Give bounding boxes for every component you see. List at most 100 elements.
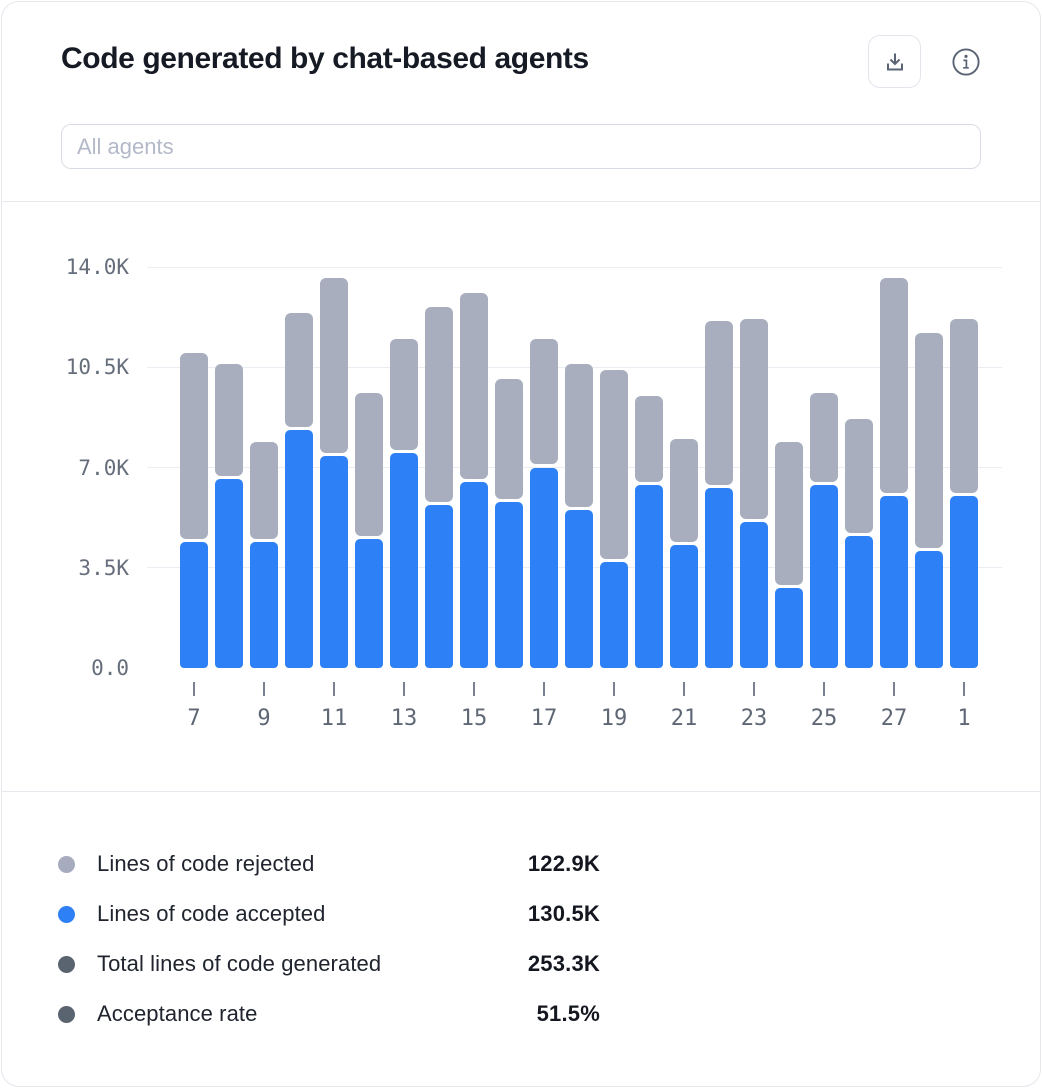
bar-rejected-day-11[interactable]	[320, 278, 348, 454]
bar-accepted-day-12[interactable]	[355, 539, 383, 668]
bar-accepted-day-25[interactable]	[810, 484, 838, 668]
bar-rejected-day-1[interactable]	[950, 318, 978, 494]
info-button[interactable]	[946, 42, 986, 82]
x-axis-tick	[683, 682, 685, 696]
bar-accepted-day-13[interactable]	[390, 453, 418, 668]
download-icon	[886, 53, 903, 70]
bar-accepted-day-22[interactable]	[705, 487, 733, 668]
x-axis-tick	[543, 682, 545, 696]
x-axis-tick-label: 21	[670, 706, 698, 731]
legend-label: Lines of code rejected	[97, 851, 315, 876]
bar-rejected-day-13[interactable]	[390, 338, 418, 451]
x-axis-tick-label: 27	[880, 706, 908, 731]
download-button[interactable]	[868, 35, 921, 88]
bar-accepted-day-24[interactable]	[775, 587, 803, 668]
x-axis-tick	[403, 682, 405, 696]
bar-rejected-day-9[interactable]	[250, 441, 278, 539]
legend-row-1[interactable]: Lines of code accepted 130.5K	[58, 897, 618, 931]
x-axis-tick	[963, 682, 965, 696]
x-axis-tick	[613, 682, 615, 696]
legend-value: 130.5K	[527, 901, 600, 926]
agents-filter-input[interactable]	[61, 124, 981, 169]
legend: Lines of code rejected 122.9K Lines of cod…	[2, 791, 1040, 1086]
bar-accepted-day-26[interactable]	[845, 536, 873, 668]
x-axis-tick	[473, 682, 475, 696]
header-divider	[2, 201, 1040, 202]
bar-accepted-day-27[interactable]	[880, 496, 908, 668]
x-axis-tick-label: 25	[810, 706, 838, 731]
x-axis-tick	[193, 682, 195, 696]
bar-rejected-day-10[interactable]	[285, 312, 313, 428]
bar-rejected-day-24[interactable]	[775, 441, 803, 585]
bar-rejected-day-14[interactable]	[425, 307, 453, 502]
x-axis-tick	[333, 682, 335, 696]
bar-rejected-day-12[interactable]	[355, 393, 383, 537]
legend-row-2[interactable]: Total lines of code generated 253.3K	[58, 947, 618, 981]
bar-rejected-day-21[interactable]	[670, 438, 698, 542]
x-axis-tick	[263, 682, 265, 696]
y-axis-tick-label: 3.5K	[78, 555, 129, 580]
bar-rejected-day-28[interactable]	[915, 332, 943, 548]
bar-accepted-day-28[interactable]	[915, 550, 943, 668]
x-axis-tick-label: 19	[600, 706, 628, 731]
chart: 14.0K 10.5K 7.0K 3.5K 0.0 7 9 11 13 15 17 19 21 23 25 2…	[2, 201, 1040, 791]
y-axis-tick-label: 14.0K	[65, 255, 129, 279]
x-axis-tick-label: 15	[460, 706, 488, 731]
bar-accepted-day-8[interactable]	[215, 478, 243, 668]
bar-accepted-day-21[interactable]	[670, 544, 698, 668]
x-axis-tick-label: 7	[187, 706, 201, 731]
y-axis-tick-label: 10.5K	[65, 355, 129, 380]
bar-rejected-day-26[interactable]	[845, 418, 873, 534]
legend-value: 253.3K	[527, 951, 600, 976]
x-axis-tick-label: 11	[320, 706, 348, 731]
bar-accepted-day-15[interactable]	[460, 481, 488, 668]
legend-row-0[interactable]: Lines of code rejected 122.9K	[58, 847, 618, 881]
y-axis-tick-label: 0.0	[91, 656, 129, 680]
x-axis-tick	[893, 682, 895, 696]
bar-accepted-day-1[interactable]	[950, 496, 978, 668]
legend-label: Total lines of code generated	[97, 951, 382, 976]
bar-accepted-day-18[interactable]	[565, 510, 593, 668]
bar-accepted-day-7[interactable]	[180, 541, 208, 668]
x-axis-tick-label: 9	[257, 706, 271, 731]
x-axis-tick-label: 17	[530, 706, 558, 731]
legend-label: Lines of code accepted	[97, 901, 326, 926]
bar-rejected-day-16[interactable]	[495, 378, 523, 499]
bar-rejected-day-8[interactable]	[215, 364, 243, 476]
bar-accepted-day-11[interactable]	[320, 456, 348, 668]
bar-accepted-day-14[interactable]	[425, 504, 453, 668]
bar-accepted-day-17[interactable]	[530, 467, 558, 668]
bar-rejected-day-7[interactable]	[180, 352, 208, 539]
x-axis-tick	[753, 682, 755, 696]
bar-rejected-day-23[interactable]	[740, 318, 768, 519]
bar-accepted-day-9[interactable]	[250, 541, 278, 668]
bar-accepted-day-10[interactable]	[285, 430, 313, 668]
bar-rejected-day-17[interactable]	[530, 338, 558, 465]
legend-divider	[2, 791, 1040, 792]
bar-accepted-day-16[interactable]	[495, 501, 523, 668]
bar-rejected-day-18[interactable]	[565, 364, 593, 508]
y-axis-tick-label: 7.0K	[78, 455, 129, 480]
legend-dot-icon	[58, 1005, 75, 1023]
bar-accepted-day-19[interactable]	[600, 562, 628, 668]
bar-rejected-day-25[interactable]	[810, 393, 838, 482]
legend-row-3[interactable]: Acceptance rate 51.5%	[58, 997, 618, 1031]
legend-dot-icon	[58, 905, 75, 923]
x-axis-tick	[823, 682, 825, 696]
bar-rejected-day-20[interactable]	[635, 395, 663, 482]
legend-label: Acceptance rate	[97, 1001, 258, 1026]
x-axis-tick-label: 23	[740, 706, 768, 731]
bar-rejected-day-19[interactable]	[600, 370, 628, 560]
x-axis-tick-label: 13	[390, 706, 418, 731]
bar-rejected-day-27[interactable]	[880, 278, 908, 494]
gridline	[147, 266, 1002, 268]
info-icon	[952, 48, 980, 76]
bar-accepted-day-23[interactable]	[740, 521, 768, 668]
legend-dot-icon	[58, 855, 75, 873]
bar-rejected-day-22[interactable]	[705, 321, 733, 485]
page-title: Code generated by chat-based agents	[61, 42, 589, 75]
bar-rejected-day-15[interactable]	[460, 292, 488, 479]
x-axis-tick-label: 1	[957, 706, 971, 731]
bar-accepted-day-20[interactable]	[635, 484, 663, 668]
